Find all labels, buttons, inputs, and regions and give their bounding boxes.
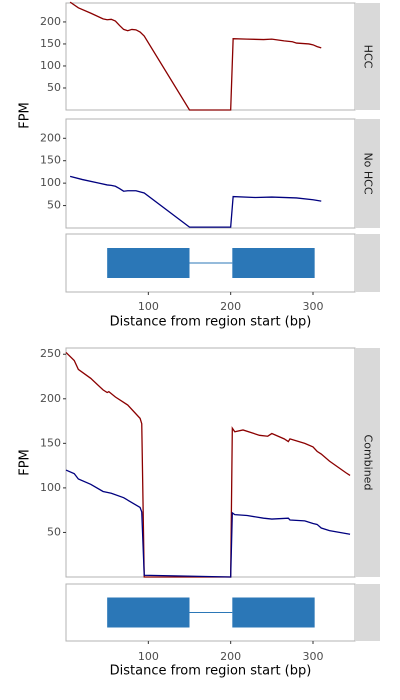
y-tick-label: 200 [40,131,61,144]
series-line [65,469,351,578]
exon [107,597,190,628]
x-tick-label: 300 [303,650,324,663]
x-tick-label: 200 [220,300,241,313]
strip [355,3,380,110]
y-tick-label: 100 [40,59,61,72]
panel [65,118,356,229]
x-tick-label: 300 [303,300,324,313]
series-line [65,351,351,578]
y-tick-label: 150 [40,37,61,50]
y-tick-label: 50 [47,81,61,94]
y-axis-label: FPM [18,449,33,476]
y-tick-label: 200 [40,15,61,28]
x-tick-label: 200 [220,650,241,663]
x-tick-label: 100 [138,650,159,663]
strip-label: No HCC [362,152,375,194]
series-line [69,1,322,111]
exon [107,248,190,278]
y-tick-label: 250 [40,347,61,360]
y-tick-label: 100 [40,481,61,494]
series-line [69,175,322,228]
strip [355,119,380,228]
strip-label: Combined [362,435,375,491]
strip [355,348,380,577]
y-tick-label: 50 [47,199,61,212]
exon [232,248,315,278]
y-tick-label: 150 [40,154,61,167]
x-axis-label: Distance from region start (bp) [110,315,312,330]
x-axis-label: Distance from region start (bp) [110,664,312,679]
strip-label: HCC [362,45,375,69]
exon [232,597,315,628]
y-tick-label: 50 [47,525,61,538]
y-axis-label: FPM [18,102,33,129]
y-tick-label: 200 [40,392,61,405]
strip [355,584,380,641]
strip [355,234,380,292]
y-tick-label: 100 [40,176,61,189]
x-tick-label: 100 [138,300,159,313]
panel [65,347,356,578]
y-tick-label: 150 [40,436,61,449]
